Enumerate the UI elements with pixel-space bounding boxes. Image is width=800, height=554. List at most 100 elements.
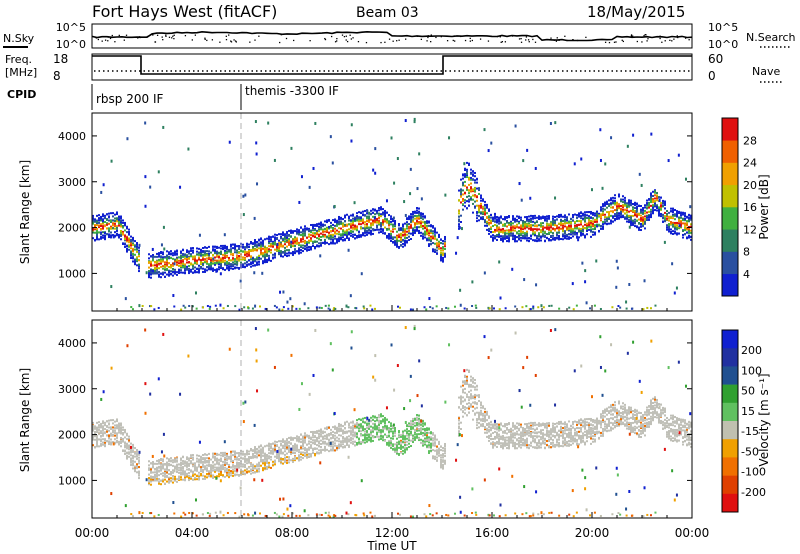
power-cell — [286, 241, 288, 244]
power-cell — [434, 237, 436, 240]
power-cell — [554, 219, 556, 222]
power-cell — [352, 221, 354, 224]
power-cell — [196, 259, 198, 262]
power-cell — [162, 258, 164, 261]
power-cell — [670, 207, 672, 210]
power-cell — [182, 259, 184, 262]
power-cell — [478, 211, 480, 214]
power-cell — [566, 216, 568, 219]
power-speckle-cell — [460, 227, 463, 231]
noise-search-dot — [235, 41, 237, 43]
power-cell — [360, 218, 362, 221]
power-cell — [178, 262, 180, 265]
power-cell — [610, 206, 612, 209]
power-cell — [132, 253, 134, 256]
noise-search-dot — [225, 38, 228, 41]
power-cell — [652, 204, 654, 207]
power-cell — [432, 232, 434, 235]
power-cell — [372, 211, 374, 214]
power-colorbar-tick: 12 — [743, 223, 757, 236]
power-cell — [284, 254, 286, 257]
power-cell — [590, 235, 592, 238]
power-cell — [248, 263, 250, 266]
noise-right-label: N.Search — [746, 31, 796, 44]
power-cell — [138, 259, 140, 262]
noise-search-dot — [553, 39, 555, 41]
power-cell — [334, 230, 336, 233]
power-speckle-cell — [615, 285, 618, 289]
power-cell — [348, 237, 350, 240]
power-speckle-cell — [601, 186, 604, 190]
velocity-cell — [110, 433, 112, 436]
velocity-cell — [116, 436, 118, 439]
noise-search-dot — [645, 34, 647, 36]
noise-search-dot — [459, 35, 462, 38]
power-cell — [132, 249, 134, 252]
power-speckle-cell — [425, 308, 428, 311]
power-cell — [152, 259, 154, 262]
power-cell — [214, 256, 216, 259]
power-cell — [184, 263, 186, 266]
power-cell — [520, 230, 522, 233]
power-cell — [286, 234, 288, 237]
noise-search-dot — [206, 39, 208, 42]
power-cell — [262, 255, 264, 258]
noise-search-dot — [661, 41, 663, 43]
power-speckle-cell — [238, 308, 241, 311]
power-cell — [194, 269, 196, 272]
power-speckle-cell — [198, 233, 201, 237]
power-speckle-cell — [349, 294, 352, 298]
power-cell — [554, 238, 556, 241]
power-cell — [342, 228, 344, 231]
power-cell — [426, 238, 428, 241]
velocity-cell — [122, 440, 124, 443]
power-cell — [262, 242, 264, 245]
power-cell — [602, 223, 604, 226]
power-cell — [390, 215, 392, 218]
power-cell — [508, 240, 510, 243]
power-cell — [232, 258, 234, 261]
power-cell — [424, 221, 426, 224]
power-cell — [216, 250, 218, 253]
power-cell — [600, 206, 602, 209]
power-cell — [390, 220, 392, 223]
power-cell — [590, 225, 592, 228]
power-cell — [402, 234, 404, 237]
power-speckle-cell — [314, 121, 317, 125]
power-cell — [422, 221, 424, 224]
velocity-cell — [158, 477, 160, 480]
power-cell — [174, 271, 176, 274]
power-cell — [382, 232, 384, 235]
power-cell — [150, 276, 152, 279]
velocity-cell — [128, 444, 130, 447]
velocity-cell — [152, 462, 154, 465]
power-cell — [426, 224, 428, 227]
velocity-cell — [100, 435, 102, 438]
power-cell — [204, 251, 206, 254]
power-cell — [662, 205, 664, 208]
power-cell — [248, 259, 250, 262]
power-cell — [588, 225, 590, 228]
power-cell — [690, 215, 692, 218]
power-cell — [428, 230, 430, 233]
power-cell — [416, 214, 418, 217]
power-cell — [186, 267, 188, 270]
power-cell — [556, 215, 558, 218]
power-cell — [102, 214, 104, 217]
power-cell — [396, 237, 398, 240]
power-cell — [668, 222, 670, 225]
power-cell — [492, 216, 494, 219]
velocity-cell — [138, 460, 140, 463]
power-cell — [428, 239, 430, 242]
power-cell — [152, 271, 154, 274]
power-speckle-cell — [287, 307, 290, 310]
power-cell — [566, 221, 568, 224]
power-cell — [438, 245, 440, 248]
power-cell — [262, 252, 264, 255]
power-speckle-cell — [253, 271, 256, 275]
power-cell — [278, 243, 280, 246]
noise-search-dot — [585, 36, 587, 39]
power-cell — [166, 258, 168, 261]
velocity-cell — [158, 482, 160, 485]
power-cell — [578, 227, 580, 230]
